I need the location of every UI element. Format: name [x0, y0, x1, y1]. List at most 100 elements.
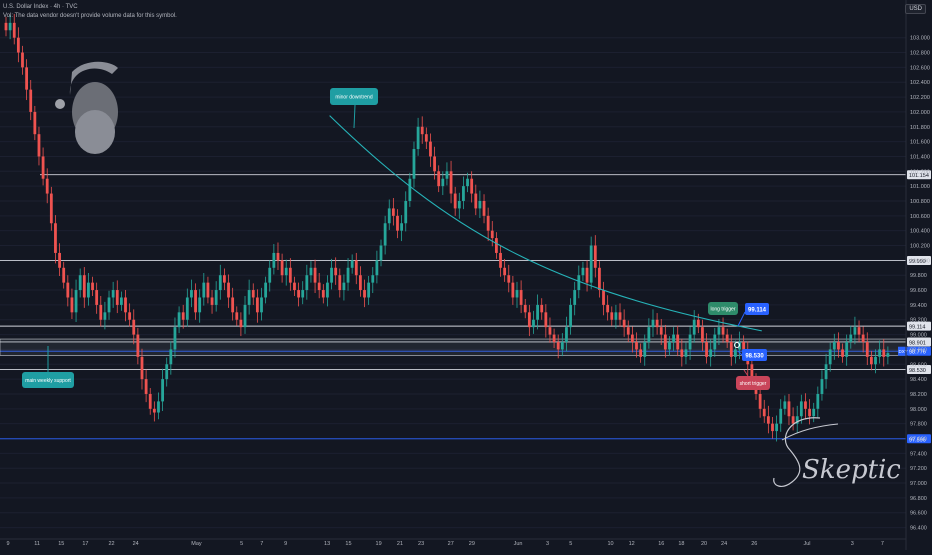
- candle-body: [132, 319, 136, 335]
- price-tick-label: 102.400: [910, 80, 930, 86]
- candle-body: [709, 349, 713, 357]
- candle-body: [647, 327, 651, 343]
- candle-body: [606, 304, 610, 313]
- candle-body: [148, 393, 152, 409]
- level-price-tag: [907, 337, 931, 347]
- support-band: [0, 338, 907, 356]
- price-tick-label: 99.800: [910, 273, 927, 279]
- candle-body: [342, 282, 346, 291]
- santa-avatar: [55, 61, 118, 154]
- candle-body: [490, 230, 494, 239]
- candle-body: [692, 319, 696, 335]
- candle-body: [857, 327, 861, 335]
- santa-beard: [75, 110, 115, 154]
- candle-body: [581, 267, 585, 276]
- candle-body: [569, 304, 572, 328]
- price-tick-label: 102.200: [910, 95, 930, 101]
- candle-body: [4, 22, 8, 31]
- candle-body: [865, 342, 869, 357]
- time-tick-label: 23: [418, 541, 424, 547]
- candle-body: [74, 290, 78, 313]
- level-price-label: 98.776: [909, 350, 926, 356]
- candle-body: [540, 304, 544, 313]
- price-tick-label: 101.200: [910, 169, 930, 175]
- time-axis[interactable]: 9 11 15 17 22 24 May 5 7 9 13 15 19 21 23 27 29 Jun 3 5 10 12…: [0, 538, 906, 547]
- candle-body: [705, 342, 708, 357]
- candle-body: [791, 416, 795, 424]
- candle-body: [795, 416, 799, 424]
- candle-body: [157, 401, 160, 413]
- price-axis[interactable]: 101.15499.99999.11498.53097.59698.90198.…: [898, 0, 931, 550]
- candle-body: [874, 356, 877, 365]
- candle-body: [264, 282, 268, 298]
- short-trigger-label: short trigger: [740, 381, 767, 387]
- candle-body: [379, 245, 383, 261]
- candle-body: [499, 252, 502, 268]
- time-tick-label: 24: [133, 541, 139, 547]
- candle-body: [849, 334, 853, 343]
- time-tick-label: 27: [448, 541, 454, 547]
- candle-body: [663, 334, 667, 350]
- candle-body: [474, 193, 478, 209]
- candle-body: [420, 126, 424, 135]
- candle-body: [260, 297, 263, 313]
- candle-body: [482, 200, 486, 216]
- candle-body: [614, 312, 618, 320]
- candle-body: [651, 319, 655, 328]
- candle-body: [243, 304, 247, 328]
- candle-body: [462, 186, 465, 201]
- candle-body: [49, 193, 53, 224]
- candle-body: [276, 252, 280, 261]
- candle-body: [758, 393, 762, 409]
- candle-body: [194, 290, 197, 313]
- price-tick-label: 98.000: [910, 407, 927, 413]
- price-tick-label: 100.200: [910, 244, 930, 250]
- candle-body: [659, 327, 663, 335]
- candle-body: [375, 260, 379, 276]
- candle-body: [688, 334, 692, 350]
- candle-body: [408, 178, 412, 201]
- short-price-pointer: [737, 350, 743, 356]
- candle-body: [284, 267, 288, 276]
- candle-body: [58, 252, 61, 268]
- candle-body: [198, 297, 202, 313]
- level-price-label: 99.114: [909, 325, 925, 331]
- candle-body: [643, 342, 647, 357]
- candle-body: [878, 349, 882, 357]
- candle-body: [618, 312, 622, 320]
- time-tick-label: 3: [546, 541, 549, 547]
- symbol-title[interactable]: U.S. Dollar Index · 4h · TVC: [3, 4, 78, 10]
- currency-label[interactable]: USD: [905, 4, 926, 14]
- candle-body: [16, 37, 20, 53]
- price-tick-label: 102.000: [910, 110, 930, 116]
- candle-body: [396, 215, 399, 231]
- candle-body: [227, 282, 230, 298]
- short-price-box: [742, 349, 767, 361]
- candle-body: [560, 342, 564, 350]
- time-tick-label: 7: [881, 541, 884, 547]
- candle-body: [363, 290, 366, 298]
- candle-body: [223, 275, 226, 283]
- candle-body: [828, 349, 832, 365]
- candle-body: [515, 290, 519, 298]
- candle-body: [78, 275, 82, 291]
- candle-body: [437, 171, 441, 187]
- candle-body: [334, 267, 338, 276]
- level-price-tag: [907, 346, 931, 356]
- candle-body: [190, 290, 193, 298]
- candle-body: [210, 297, 214, 305]
- candle-body: [565, 327, 568, 343]
- annotations: minor downtrend main weekly support long t…: [22, 88, 770, 390]
- volume-notice: Vol: The data vendor doesn't provide vol…: [3, 13, 177, 19]
- short-price-label: 98.530: [745, 354, 764, 360]
- candle-body: [169, 349, 173, 365]
- candle-body: [330, 267, 333, 283]
- candle-body: [696, 319, 700, 328]
- level-price-tag: [907, 170, 931, 180]
- level-price-label: 97.596: [909, 437, 926, 443]
- candle-body: [8, 22, 12, 31]
- candle-body: [87, 282, 90, 298]
- level-price-label: 101.154: [909, 173, 929, 179]
